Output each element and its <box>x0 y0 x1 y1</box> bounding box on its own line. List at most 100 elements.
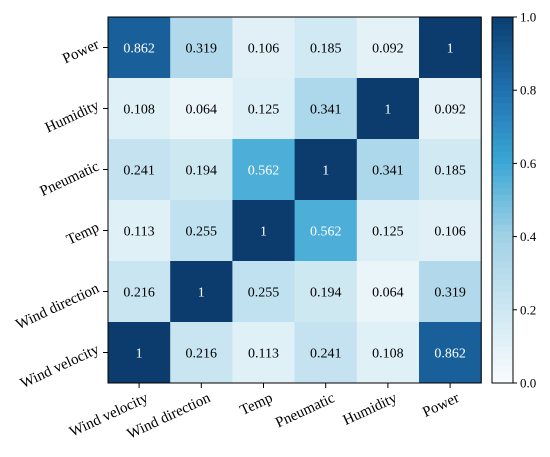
heatmap-cell <box>232 17 296 79</box>
colorbar-segment <box>492 315 513 323</box>
colorbar-tick-label: 0.8 <box>520 83 536 98</box>
heatmap-cell <box>294 139 358 201</box>
colorbar-segment <box>492 254 513 262</box>
colorbar-segment <box>492 248 513 256</box>
cell-value-label: 0.241 <box>123 164 155 179</box>
heatmap-cell <box>294 78 358 140</box>
heatmap-cell <box>108 322 171 384</box>
heatmap-cell <box>356 200 420 262</box>
cell-value-label: 0.092 <box>434 103 466 118</box>
colorbar-segment <box>492 376 513 384</box>
cell-value-label: 1 <box>322 164 329 179</box>
colorbar-segment <box>492 328 513 335</box>
colorbar-tick-label: 0.6 <box>520 156 537 171</box>
cell-value-label: 0.241 <box>310 347 342 362</box>
colorbar-segment <box>492 200 513 207</box>
colorbar-segment <box>492 242 513 250</box>
cell-value-label: 0.108 <box>372 347 404 362</box>
cell-value-label: 0.125 <box>372 225 404 240</box>
heatmap-cell <box>170 261 233 323</box>
colorbar-segment <box>492 352 513 360</box>
colorbar-segment <box>492 212 513 219</box>
colorbar-segment <box>492 291 513 299</box>
plot-frame <box>107 16 482 384</box>
heatmap-cell <box>356 139 420 201</box>
colorbar-segment <box>492 322 513 329</box>
heatmap-cell <box>294 17 358 79</box>
heatmap-cell <box>108 139 171 201</box>
colorbar-tick-label: 0.0 <box>520 376 536 391</box>
heatmap-cell <box>232 261 296 323</box>
cell-value-label: 0.113 <box>124 225 155 240</box>
y-tick-label: Temp <box>64 220 102 249</box>
cell-value-label: 1 <box>384 103 391 118</box>
y-tick-label: Power <box>60 37 102 68</box>
colorbar-segment <box>492 206 513 213</box>
x-tick-label: Humidity <box>341 390 400 429</box>
colorbar-tick-label: 1.0 <box>520 10 536 25</box>
heatmap-cell <box>232 322 296 384</box>
colorbar-segment <box>492 169 513 177</box>
colorbar-segment <box>492 53 513 61</box>
heatmap-cell <box>294 261 358 323</box>
colorbar-segment <box>492 71 513 79</box>
cell-value-label: 0.255 <box>186 225 218 240</box>
cell-value-label: 0.185 <box>434 164 466 179</box>
cell-value-label: 0.341 <box>310 103 342 118</box>
colorbar-segment <box>492 193 513 201</box>
colorbar-segment <box>492 47 513 55</box>
colorbar-segment <box>492 230 513 238</box>
heatmap-cells <box>108 17 482 384</box>
colorbar-segment <box>492 285 513 293</box>
colorbar-segment <box>492 303 513 311</box>
colorbar-segment <box>492 90 513 97</box>
cell-value-label: 0.064 <box>186 103 218 118</box>
heatmap-cell <box>170 322 233 384</box>
cell-value-label: 0.108 <box>123 103 155 118</box>
colorbar-segment <box>492 35 513 42</box>
colorbar-segment <box>492 181 513 189</box>
colorbar-segment <box>492 108 513 116</box>
colorbar-segment <box>492 370 513 378</box>
colorbar-tick-label: 0.2 <box>520 302 536 317</box>
colorbar-segment <box>492 65 513 73</box>
cell-value-label: 1 <box>260 225 267 240</box>
cell-value-label: 0.125 <box>248 103 280 118</box>
colorbar-segment <box>492 175 513 183</box>
colorbar-segment <box>492 273 513 280</box>
colorbar-segment <box>492 29 513 36</box>
colorbar-segment <box>492 139 513 146</box>
colorbar-segment <box>492 132 513 140</box>
heatmap-cell <box>419 322 482 384</box>
cell-value-label: 0.319 <box>186 42 218 57</box>
x-tick-label: Temp <box>238 390 276 419</box>
colorbar-segment <box>492 334 513 341</box>
colorbar-segment <box>492 297 513 305</box>
y-tick-label: Wind velocity <box>18 341 102 392</box>
colorbar-segment <box>492 157 513 164</box>
cell-value-label: 0.255 <box>248 286 280 301</box>
heatmap-cell <box>108 200 171 262</box>
colorbar-segment <box>492 340 513 347</box>
colorbar-segment <box>492 309 513 317</box>
cell-value-label: 1 <box>136 347 143 362</box>
colorbar-segment <box>492 78 513 85</box>
heatmap-cell <box>419 78 482 140</box>
heatmap-cell <box>232 139 296 201</box>
cell-value-label: 0.106 <box>248 42 280 57</box>
y-axis-ticks: Power Humidity Pneumatic Temp Wind direction… <box>14 37 108 392</box>
heatmap-cell-labels: 0.862 0.319 0.106 0.185 0.092 1 0.108 0.064 0.12… <box>123 42 466 362</box>
colorbar-frame <box>491 16 514 384</box>
heatmap-cell <box>232 200 296 262</box>
cell-value-label: 0.562 <box>310 225 342 240</box>
heatmap-cell <box>356 261 420 323</box>
cell-value-label: 0.185 <box>310 42 342 57</box>
colorbar-segment <box>492 23 513 30</box>
colorbar-segment <box>492 163 513 171</box>
colorbar-segment <box>492 364 513 372</box>
colorbar-segment <box>492 96 513 103</box>
cell-value-label: 0.341 <box>372 164 404 179</box>
colorbar-segment <box>492 267 513 274</box>
